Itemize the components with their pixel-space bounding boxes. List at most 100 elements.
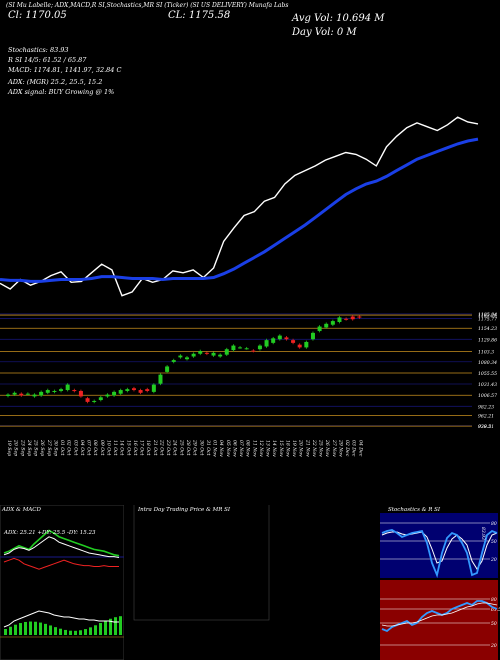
macd-histogram-bar xyxy=(4,629,7,635)
chart-header-line: (SI Mu Labelle; ADX,MACD,R SI,Stochastic… xyxy=(6,2,289,9)
stoch-k-line xyxy=(381,529,498,578)
day-volume: Day Vol: 0 M xyxy=(292,27,357,38)
macd-histogram-bar xyxy=(49,625,52,635)
x-tick-label: 03 Oct xyxy=(72,440,78,456)
rsi-level-label: 80 xyxy=(491,597,497,603)
candle-body xyxy=(211,352,216,356)
macd-histogram-bar xyxy=(104,620,107,635)
candle-body xyxy=(251,350,256,352)
candle-body xyxy=(98,397,103,401)
candle-body xyxy=(65,384,70,391)
intraday-frame xyxy=(133,505,270,621)
x-tick-label: 16 Oct xyxy=(132,440,138,456)
macd-line xyxy=(3,610,119,628)
candle-body xyxy=(158,374,163,384)
candle-body xyxy=(165,366,170,372)
x-tick-label: 02 Dec xyxy=(344,440,350,457)
stoch-level-label: 50 xyxy=(491,539,497,545)
moving-average-line xyxy=(0,137,479,283)
candle-body xyxy=(297,344,302,348)
candle-body xyxy=(291,340,296,343)
candle-body xyxy=(198,351,203,354)
candle-body xyxy=(231,345,236,351)
x-tick-label: 24 Oct xyxy=(172,439,178,456)
adx-signal-readout: ADX signal: BUY Growing @ 1% xyxy=(8,88,115,96)
candle-body xyxy=(284,337,289,340)
adx-panel-title: ADX & MACD xyxy=(2,507,41,513)
candle-body xyxy=(171,360,176,362)
macd-histogram-bar xyxy=(89,627,92,635)
x-tick-label: 09 Oct xyxy=(99,440,105,456)
candle-body xyxy=(244,348,249,350)
stochastics-readout: Stochastics: 83.93 xyxy=(8,46,69,54)
close-price-left: Cl: 1170.05 xyxy=(8,10,67,21)
x-tick-label: 04 Oct xyxy=(79,440,85,456)
x-tick-label: 14 Oct xyxy=(119,440,125,456)
x-tick-label: 14 Nov xyxy=(271,440,277,457)
x-tick-label: 15 Nov xyxy=(278,440,284,457)
level-label: 1183.26 xyxy=(478,313,497,319)
candle-body xyxy=(52,390,57,392)
candle-body xyxy=(204,352,209,354)
macd-histogram-bar xyxy=(19,623,22,635)
x-tick-label: 02 Oct xyxy=(66,440,72,456)
adx-readout: ADX: (MGR) 25.2, 25.5, 15.2 xyxy=(8,78,103,86)
candle-body xyxy=(257,345,262,350)
candle-body xyxy=(32,394,37,397)
price-line xyxy=(0,116,479,297)
macd-histogram-bar xyxy=(74,630,77,635)
intraday-panel-title: Intra Day Trading Price & MR SI xyxy=(138,507,231,513)
macd-histogram-bar xyxy=(119,616,122,635)
candle-body xyxy=(264,340,269,347)
adx-minus-di-line xyxy=(3,557,119,570)
x-tick-label: 30 Sep xyxy=(52,440,58,456)
close-price: CL: 1175.58 xyxy=(168,10,231,21)
x-tick-label: 01 Oct xyxy=(59,440,65,456)
x-tick-label: 06 Nov xyxy=(231,440,237,457)
candle-body xyxy=(350,316,355,320)
candle-body xyxy=(151,384,156,392)
x-tick-label: 04 Dec xyxy=(357,440,363,457)
level-label: 1031.43 xyxy=(478,382,497,388)
candle-body xyxy=(131,388,136,391)
x-tick-label: 29 Nov xyxy=(337,439,343,457)
macd-histogram-bar xyxy=(69,630,72,635)
candle-body xyxy=(145,389,150,391)
macd-histogram-bar xyxy=(9,626,12,635)
x-tick-label: 21 Nov xyxy=(304,439,310,457)
candle-body xyxy=(337,317,342,322)
x-tick-label: 19 Nov xyxy=(291,440,297,457)
candle-body xyxy=(118,390,123,394)
x-tick-label: 19 Sep xyxy=(6,440,12,456)
x-tick-label: 07 Nov xyxy=(238,440,244,457)
candle-body xyxy=(138,390,143,393)
macd-histogram-bar xyxy=(59,628,62,635)
x-tick-label: 23 Oct xyxy=(165,439,171,456)
candle-body xyxy=(271,338,276,343)
x-tick-label: 18 Nov xyxy=(284,440,290,457)
macd-histogram-bar xyxy=(109,618,112,635)
adx-plus-di-line xyxy=(3,529,120,557)
level-label: 1154.23 xyxy=(478,326,497,332)
rsi-level-label: 20 xyxy=(490,643,497,649)
macd-histogram-bar xyxy=(39,622,42,635)
rsi-level-label: 50 xyxy=(491,621,497,627)
candle-body xyxy=(277,335,282,340)
rsi-line xyxy=(381,600,498,633)
adx-macd-panel xyxy=(0,505,124,660)
x-tick-label: 26 Nov xyxy=(324,439,330,457)
candle-body xyxy=(12,392,17,395)
macd-histogram-bar xyxy=(54,627,57,635)
x-tick-label: 20 Nov xyxy=(298,439,304,457)
stochastics-rsi-panel: 80 50 20 83.93 80 61.52 50 20 xyxy=(380,513,500,660)
x-tick-label: 11 Oct xyxy=(112,440,118,456)
macd-histogram-bar xyxy=(94,625,97,635)
macd-histogram-bar xyxy=(79,630,82,635)
x-tick-label: 05 Nov xyxy=(225,440,231,457)
rsi-signal-line xyxy=(381,602,498,627)
x-tick-label: 08 Oct xyxy=(92,440,98,456)
candle-body xyxy=(85,398,90,402)
level-label: 938.51 xyxy=(478,424,494,430)
candle-body xyxy=(59,389,64,391)
candle-body xyxy=(357,316,362,318)
